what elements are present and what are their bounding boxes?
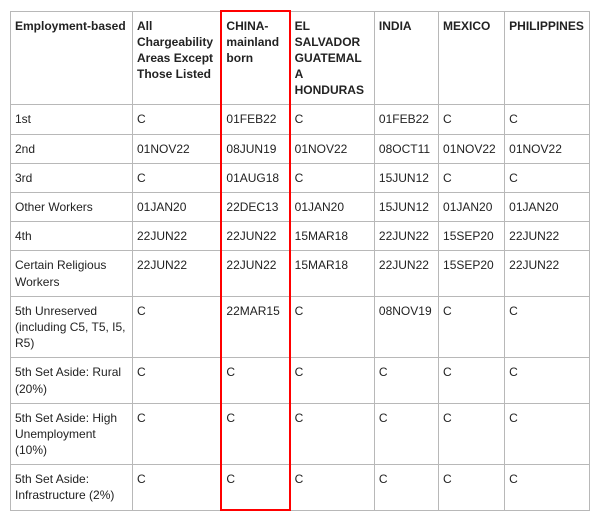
table-row: 5th Set Aside: Rural (20%)CCCCCC xyxy=(11,358,590,403)
row-label: Other Workers xyxy=(11,193,133,222)
cell: 22JUN22 xyxy=(505,222,590,251)
cell: 22JUN22 xyxy=(374,222,438,251)
cell: 22JUN22 xyxy=(505,251,590,296)
cell: 22JUN22 xyxy=(133,222,222,251)
cell: C xyxy=(133,465,222,510)
cell: 22DEC13 xyxy=(221,193,289,222)
cell: 01NOV22 xyxy=(505,134,590,163)
cell: C xyxy=(439,163,505,192)
row-label: 5th Set Aside: Rural (20%) xyxy=(11,358,133,403)
cell: C xyxy=(290,403,375,465)
cell: C xyxy=(505,403,590,465)
cell: C xyxy=(505,465,590,510)
cell: C xyxy=(439,105,505,134)
row-label: 3rd xyxy=(11,163,133,192)
table-row: 3rdC01AUG18C15JUN12CC xyxy=(11,163,590,192)
cell: C xyxy=(133,296,222,358)
cell: C xyxy=(290,105,375,134)
table-row: 1stC01FEB22C01FEB22CC xyxy=(11,105,590,134)
cell: C xyxy=(221,403,289,465)
cell: 01NOV22 xyxy=(133,134,222,163)
cell: 01JAN20 xyxy=(133,193,222,222)
col-header: PHILIPPINES xyxy=(505,11,590,105)
cell: 15SEP20 xyxy=(439,251,505,296)
row-label: Certain Religious Workers xyxy=(11,251,133,296)
table-row: 5th Set Aside: Infrastructure (2%)CCCCCC xyxy=(11,465,590,510)
cell: C xyxy=(290,358,375,403)
cell: 08OCT11 xyxy=(374,134,438,163)
cell: C xyxy=(439,403,505,465)
table-row: 5th Unreserved (including C5, T5, I5, R5… xyxy=(11,296,590,358)
cell: 01JAN20 xyxy=(290,193,375,222)
cell: 08JUN19 xyxy=(221,134,289,163)
cell: 22JUN22 xyxy=(221,251,289,296)
cell: C xyxy=(221,358,289,403)
cell: C xyxy=(133,163,222,192)
row-label: 5th Set Aside: High Unemployment (10%) xyxy=(11,403,133,465)
cell: C xyxy=(505,163,590,192)
cell: C xyxy=(290,163,375,192)
cell: C xyxy=(133,105,222,134)
col-header: CHINA-mainland born xyxy=(221,11,289,105)
cell: 01NOV22 xyxy=(290,134,375,163)
table-header-row: Employment-basedAll Chargeability Areas … xyxy=(11,11,590,105)
cell: 01NOV22 xyxy=(439,134,505,163)
row-label: 5th Unreserved (including C5, T5, I5, R5… xyxy=(11,296,133,358)
cell: 01FEB22 xyxy=(374,105,438,134)
row-label: 2nd xyxy=(11,134,133,163)
cell: C xyxy=(439,358,505,403)
table-row: 2nd01NOV2208JUN1901NOV2208OCT1101NOV2201… xyxy=(11,134,590,163)
cell: C xyxy=(505,358,590,403)
col-header: All Chargeability Areas Except Those Lis… xyxy=(133,11,222,105)
cell: C xyxy=(505,105,590,134)
cell: 22JUN22 xyxy=(133,251,222,296)
table-row: Other Workers01JAN2022DEC1301JAN2015JUN1… xyxy=(11,193,590,222)
cell: C xyxy=(290,465,375,510)
cell: 01FEB22 xyxy=(221,105,289,134)
cell: 22JUN22 xyxy=(221,222,289,251)
col-header: EL SALVADOR GUATEMALA HONDURAS xyxy=(290,11,375,105)
row-label: 5th Set Aside: Infrastructure (2%) xyxy=(11,465,133,510)
cell: 01JAN20 xyxy=(439,193,505,222)
col-header: MEXICO xyxy=(439,11,505,105)
col-header: INDIA xyxy=(374,11,438,105)
cell: 01AUG18 xyxy=(221,163,289,192)
cell: 01JAN20 xyxy=(505,193,590,222)
cell: 22MAR15 xyxy=(221,296,289,358)
cell: C xyxy=(374,403,438,465)
cell: C xyxy=(221,465,289,510)
col-header: Employment-based xyxy=(11,11,133,105)
row-label: 1st xyxy=(11,105,133,134)
cell: C xyxy=(505,296,590,358)
table-row: 4th22JUN2222JUN2215MAR1822JUN2215SEP2022… xyxy=(11,222,590,251)
table-body: Employment-basedAll Chargeability Areas … xyxy=(11,11,590,510)
cell: 08NOV19 xyxy=(374,296,438,358)
cell: C xyxy=(133,358,222,403)
table-row: Certain Religious Workers22JUN2222JUN221… xyxy=(11,251,590,296)
cell: C xyxy=(374,358,438,403)
cell: 15JUN12 xyxy=(374,193,438,222)
cell: 15SEP20 xyxy=(439,222,505,251)
cell: 15MAR18 xyxy=(290,222,375,251)
cell: C xyxy=(439,465,505,510)
cell: C xyxy=(290,296,375,358)
cell: 22JUN22 xyxy=(374,251,438,296)
cell: C xyxy=(439,296,505,358)
cell: C xyxy=(133,403,222,465)
row-label: 4th xyxy=(11,222,133,251)
table-row: 5th Set Aside: High Unemployment (10%)CC… xyxy=(11,403,590,465)
cell: 15MAR18 xyxy=(290,251,375,296)
cell: 15JUN12 xyxy=(374,163,438,192)
visa-bulletin-table: Employment-basedAll Chargeability Areas … xyxy=(10,10,590,511)
cell: C xyxy=(374,465,438,510)
